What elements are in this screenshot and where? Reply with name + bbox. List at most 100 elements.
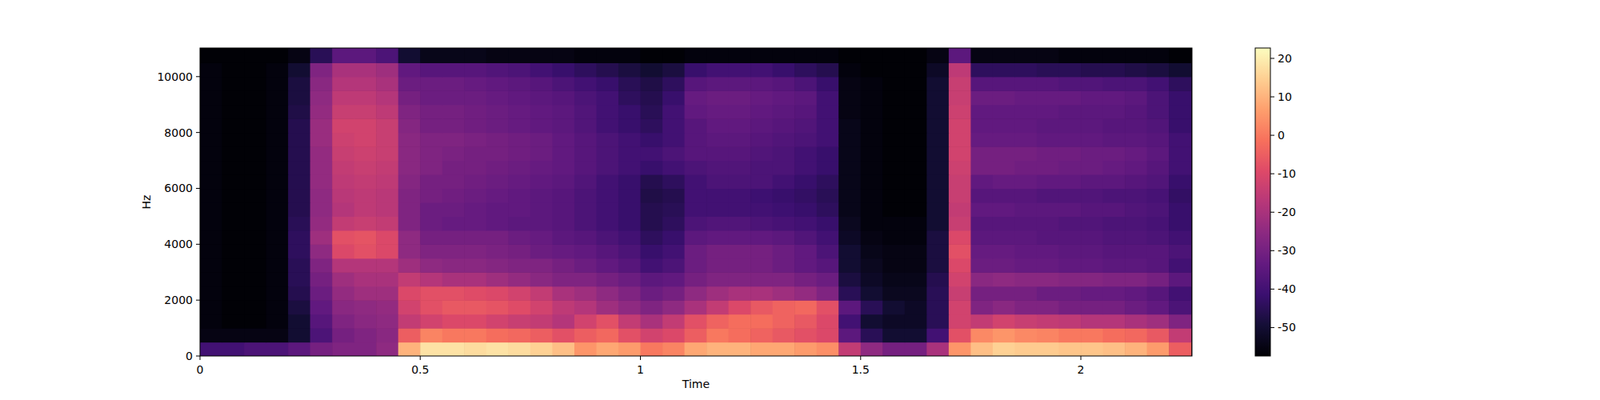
cell (596, 90, 619, 105)
cell (728, 286, 752, 301)
cell (244, 146, 267, 161)
cell (816, 244, 840, 259)
cell (552, 48, 575, 64)
cell (508, 188, 531, 203)
cell (354, 230, 377, 245)
cell (816, 216, 840, 231)
cell (332, 118, 355, 133)
cell (222, 76, 245, 92)
cell (904, 328, 928, 343)
cell (288, 202, 311, 217)
cell (530, 342, 553, 356)
cell (882, 90, 905, 105)
cell (1014, 174, 1037, 189)
cell (530, 244, 553, 259)
cell (640, 202, 664, 217)
cell (904, 174, 928, 189)
cell (530, 132, 553, 148)
cell (948, 230, 972, 245)
cell (662, 146, 685, 161)
cell (992, 188, 1016, 203)
cell (222, 104, 245, 120)
cell (1059, 286, 1082, 301)
cell (486, 160, 509, 176)
cell (992, 146, 1016, 161)
cell (552, 104, 575, 120)
cell (442, 244, 465, 259)
cell (662, 244, 685, 259)
cell (442, 188, 465, 203)
cell (794, 244, 817, 259)
cell (354, 90, 377, 105)
colorbar-tick (1270, 173, 1275, 175)
cell (398, 272, 421, 287)
cell (816, 314, 840, 329)
cell (398, 160, 421, 176)
cell (948, 314, 972, 329)
cell (684, 160, 708, 176)
cell (244, 230, 267, 245)
cell (860, 160, 884, 176)
cell (904, 160, 928, 176)
cell (266, 118, 289, 133)
cell (728, 90, 752, 105)
cell (486, 146, 509, 161)
cell (200, 244, 223, 259)
cell (1124, 258, 1148, 273)
chart: 00.511.520200040006000800010000TimeHz-50… (0, 0, 1600, 400)
cell (464, 104, 487, 120)
cell (948, 300, 972, 315)
cell (882, 146, 905, 161)
cell (838, 174, 861, 189)
cell (200, 90, 223, 105)
cell (1080, 286, 1104, 301)
cell (816, 230, 840, 245)
cell (1103, 174, 1126, 189)
cell (1168, 230, 1192, 245)
cell (926, 300, 949, 315)
cell (486, 62, 509, 77)
cell (1059, 230, 1082, 245)
cell (618, 342, 641, 356)
colorbar (1255, 48, 1271, 356)
cell (728, 272, 752, 287)
cell (354, 286, 377, 301)
cell (860, 188, 884, 203)
cell (596, 188, 619, 203)
cell (1147, 188, 1170, 203)
cell (860, 328, 884, 343)
cell (706, 76, 729, 92)
cell (1147, 146, 1170, 161)
cell (860, 202, 884, 217)
cell (420, 62, 443, 77)
cell (728, 62, 752, 77)
cell (1014, 258, 1037, 273)
cell (816, 160, 840, 176)
cell (970, 314, 993, 329)
cell (794, 188, 817, 203)
cell (640, 174, 664, 189)
cell (662, 174, 685, 189)
cell (1014, 342, 1037, 356)
cell (970, 174, 993, 189)
cell (288, 104, 311, 120)
cell (222, 132, 245, 148)
cell (288, 132, 311, 148)
cell (200, 258, 223, 273)
cell (684, 146, 708, 161)
cell (1168, 48, 1192, 64)
cell (926, 286, 949, 301)
cell (530, 300, 553, 315)
cell (530, 160, 553, 176)
cell (1036, 258, 1060, 273)
cell (596, 104, 619, 120)
cell (970, 216, 993, 231)
cell (574, 230, 597, 245)
cell (596, 342, 619, 356)
cell (684, 258, 708, 273)
cell (332, 258, 355, 273)
cell (332, 90, 355, 105)
cell (1014, 314, 1037, 329)
cell (662, 132, 685, 148)
cell (992, 342, 1016, 356)
